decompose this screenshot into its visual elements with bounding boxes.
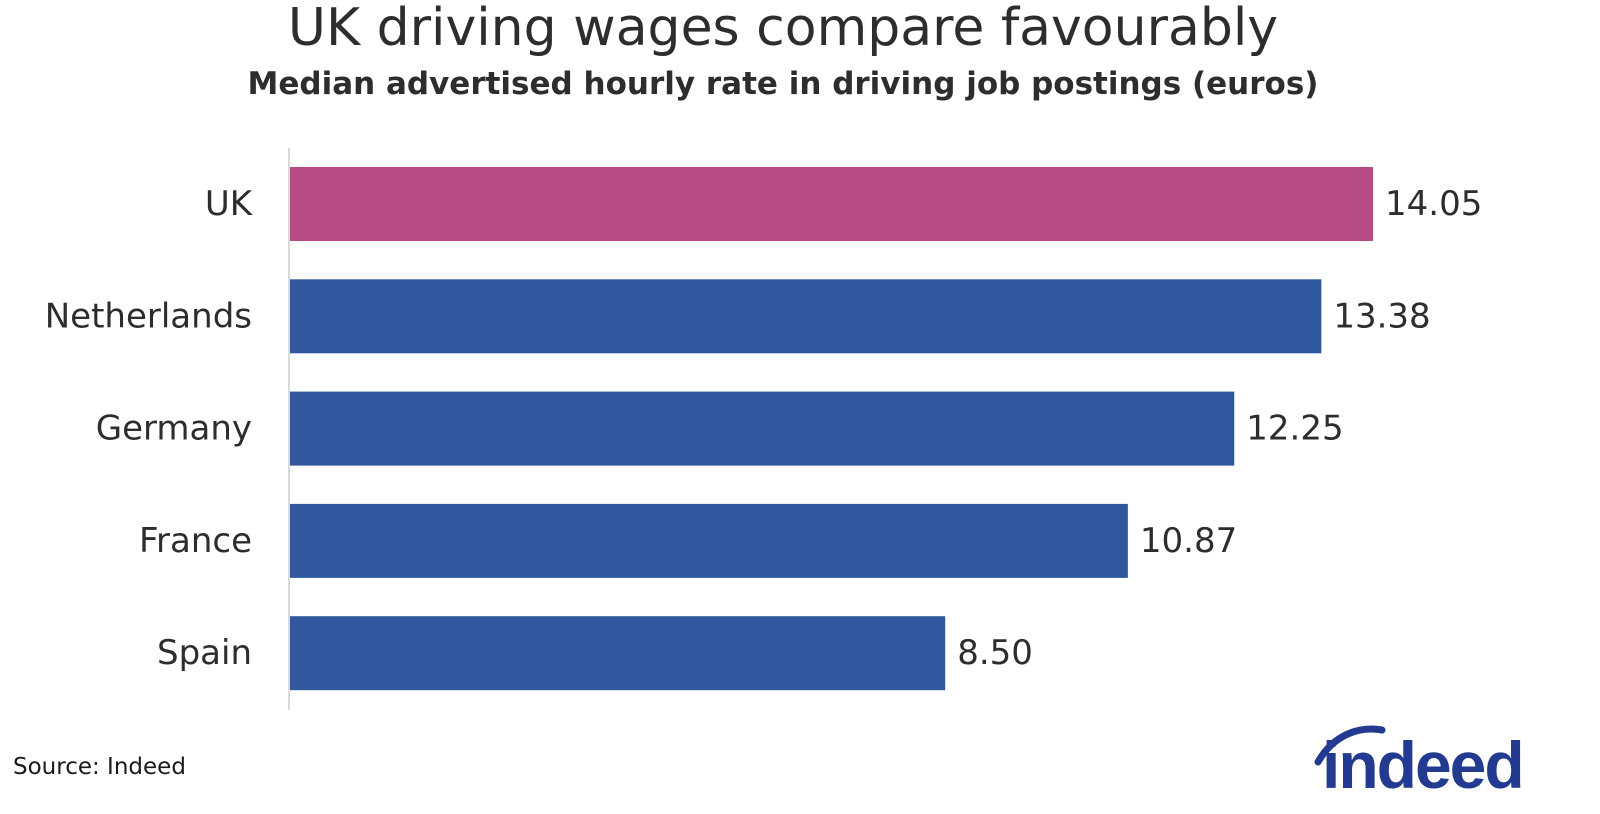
- indeed-logo: indeed: [1314, 725, 1525, 794]
- source-note: Source: Indeed: [13, 754, 186, 780]
- bar-france: [290, 503, 1128, 578]
- value-label-germany: 12.25: [1246, 409, 1343, 449]
- bar-germany: [290, 391, 1235, 466]
- category-label-spain: Spain: [157, 633, 252, 673]
- category-label-france: France: [139, 521, 252, 561]
- category-label-uk: UK: [205, 184, 254, 224]
- bars-layer: [290, 167, 1373, 691]
- value-label-france: 10.87: [1140, 521, 1237, 561]
- bar-netherlands: [290, 279, 1322, 354]
- bar-spain: [290, 616, 946, 691]
- chart-subtitle: Median advertised hourly rate in driving…: [247, 66, 1319, 102]
- value-label-uk: 14.05: [1385, 184, 1482, 224]
- value-label-netherlands: 13.38: [1333, 296, 1430, 336]
- logo-wordmark: indeed: [1322, 728, 1523, 794]
- chart-title: UK driving wages compare favourably: [287, 0, 1279, 58]
- logo-arc: [1314, 725, 1386, 766]
- category-label-netherlands: Netherlands: [45, 296, 252, 336]
- bar-uk: [290, 167, 1373, 241]
- category-label-germany: Germany: [96, 409, 252, 449]
- value-label-spain: 8.50: [957, 633, 1033, 673]
- labels-layer: UK 14.05 Netherlands 13.38 Germany 12.25 Franc…: [45, 184, 1483, 673]
